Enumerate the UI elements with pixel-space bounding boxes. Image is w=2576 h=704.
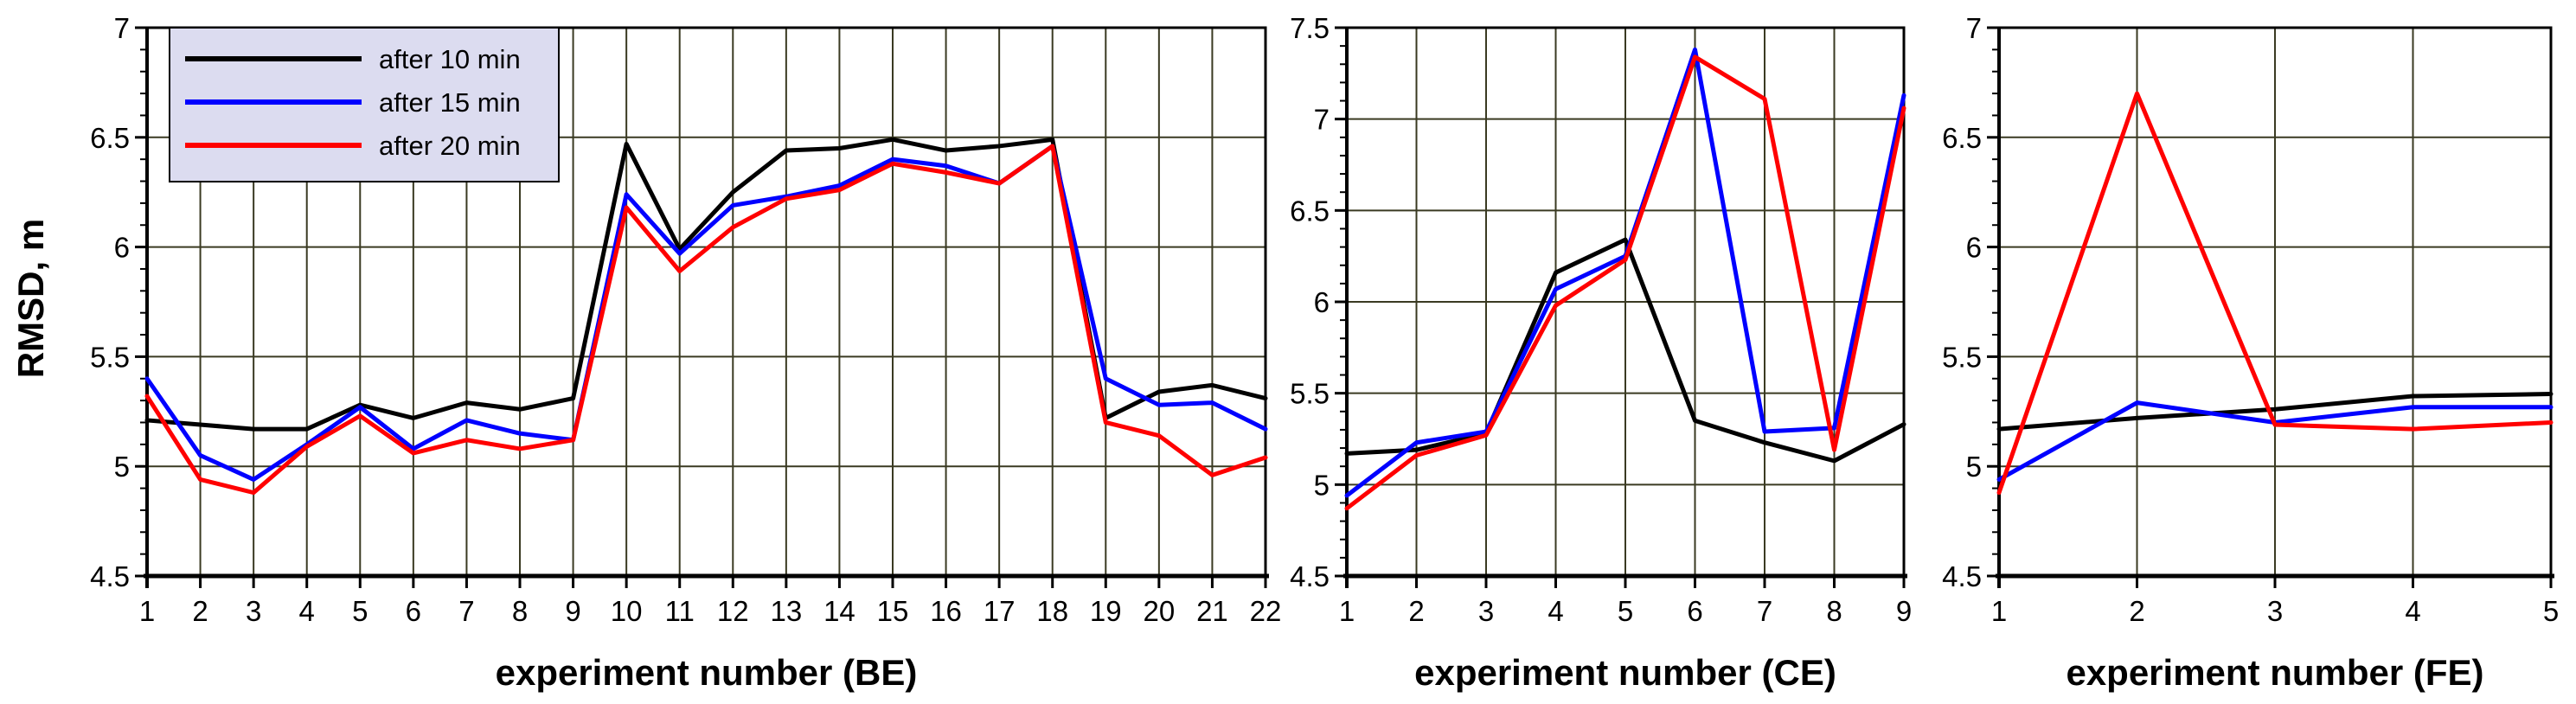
x-tick-label: 5 — [1618, 595, 1633, 627]
y-tick-label: 6.5 — [90, 122, 130, 154]
x-tick-label: 8 — [1826, 595, 1842, 627]
series-line-after-15-min — [144, 144, 1268, 482]
series-line-after-10-min — [1344, 237, 1906, 464]
y-tick-label: 6 — [1966, 232, 1982, 264]
x-tick-label: 6 — [406, 595, 421, 627]
series-line-after-20-min — [144, 144, 1268, 496]
x-tick-label: 3 — [1478, 595, 1494, 627]
y-tick-label: 5.5 — [1942, 341, 1982, 373]
chart-panel-1: 4.555.566.571 2 3 4 5 6 7 8 9 10 11 12 13 14 15 16 17 18 1… — [90, 12, 1281, 693]
x-tick-label: 1 — [139, 595, 155, 627]
y-axis-title: RMSD, m — [10, 219, 51, 378]
x-axis-title: experiment number (BE) — [496, 652, 918, 693]
y-tick-label: 5.5 — [90, 341, 130, 373]
y-tick-label: 6 — [1314, 286, 1330, 318]
series-line-after-10-min — [1996, 392, 2554, 432]
x-tick-label: 2 — [2129, 595, 2144, 627]
y-tick-label: 5 — [1314, 469, 1330, 501]
y-tick-label: 7 — [114, 12, 130, 44]
x-tick-label: 5 — [352, 595, 368, 627]
x-tick-label: 15 — [877, 595, 909, 627]
x-tick-label: 4 — [1548, 595, 1563, 627]
x-axis-title: experiment number (CE) — [1414, 652, 1836, 693]
x-tick-label: 18 — [1036, 595, 1068, 627]
legend: after 10 min after 15 min after 20 min — [169, 27, 560, 182]
x-tick-label: 7 — [1757, 595, 1772, 627]
x-tick-label: 17 — [984, 595, 1016, 627]
y-tick-label: 7 — [1314, 104, 1330, 136]
legend-label: after 15 min — [379, 87, 521, 118]
x-tick-label: 22 — [1250, 595, 1282, 627]
x-tick-label: 9 — [1896, 595, 1912, 627]
y-tick-label: 6 — [114, 232, 130, 264]
chart-panels: 4.555.566.571 2 3 4 5 6 7 8 9 10 11 12 13 14 15 16 17 18 1… — [90, 12, 2559, 693]
series-line-after-20-min — [1344, 54, 1906, 511]
x-tick-label: 4 — [2405, 595, 2420, 627]
series-line-after-20-min — [1996, 91, 2554, 496]
y-tick-label: 7 — [1966, 12, 1982, 44]
legend-label: after 20 min — [379, 131, 521, 161]
y-tick-label: 5 — [114, 451, 130, 483]
x-tick-label: 6 — [1687, 595, 1702, 627]
x-tick-label: 13 — [770, 595, 802, 627]
x-tick-label: 8 — [512, 595, 528, 627]
x-tick-label: 10 — [611, 595, 643, 627]
chart-panel-2: 4.5 5 5.5 6 6.5 7 7.5 1 2 3 4 5 6 7 8 9 experiment numbe… — [1290, 12, 1912, 693]
x-tick-label: 2 — [1408, 595, 1424, 627]
y-tick-label: 4.5 — [90, 560, 130, 592]
x-tick-label: 4 — [299, 595, 315, 627]
x-tick-label: 3 — [2267, 595, 2283, 627]
x-tick-label: 7 — [458, 595, 474, 627]
x-tick-label: 16 — [930, 595, 962, 627]
x-tick-label: 11 — [665, 595, 695, 627]
x-tick-label: 2 — [192, 595, 208, 627]
x-tick-label: 20 — [1143, 595, 1175, 627]
x-tick-label: 14 — [823, 595, 855, 627]
y-tick-label: 6.5 — [1290, 195, 1330, 227]
chart-panel-3: 4.5 5 5.5 6 6.5 7 1 2 3 4 5 experiment number (FE) — [1942, 12, 2559, 693]
y-tick-label: 4.5 — [1942, 560, 1982, 592]
x-tick-label: 1 — [1991, 595, 2007, 627]
x-axis-title: experiment number (FE) — [2066, 652, 2483, 693]
x-tick-label: 3 — [246, 595, 261, 627]
y-tick-label: 4.5 — [1290, 560, 1330, 592]
y-tick-label: 5 — [1966, 451, 1982, 483]
x-tick-label: 9 — [565, 595, 580, 627]
y-tick-label: 7.5 — [1290, 12, 1330, 44]
x-tick-label: 19 — [1090, 595, 1122, 627]
x-tick-label: 12 — [717, 595, 749, 627]
legend-label: after 10 min — [379, 44, 521, 74]
y-tick-label: 6.5 — [1942, 122, 1982, 154]
x-tick-label: 21 — [1196, 595, 1228, 627]
x-tick-label: 1 — [1339, 595, 1355, 627]
y-tick-label: 5.5 — [1290, 378, 1330, 410]
x-tick-label: 5 — [2543, 595, 2559, 627]
